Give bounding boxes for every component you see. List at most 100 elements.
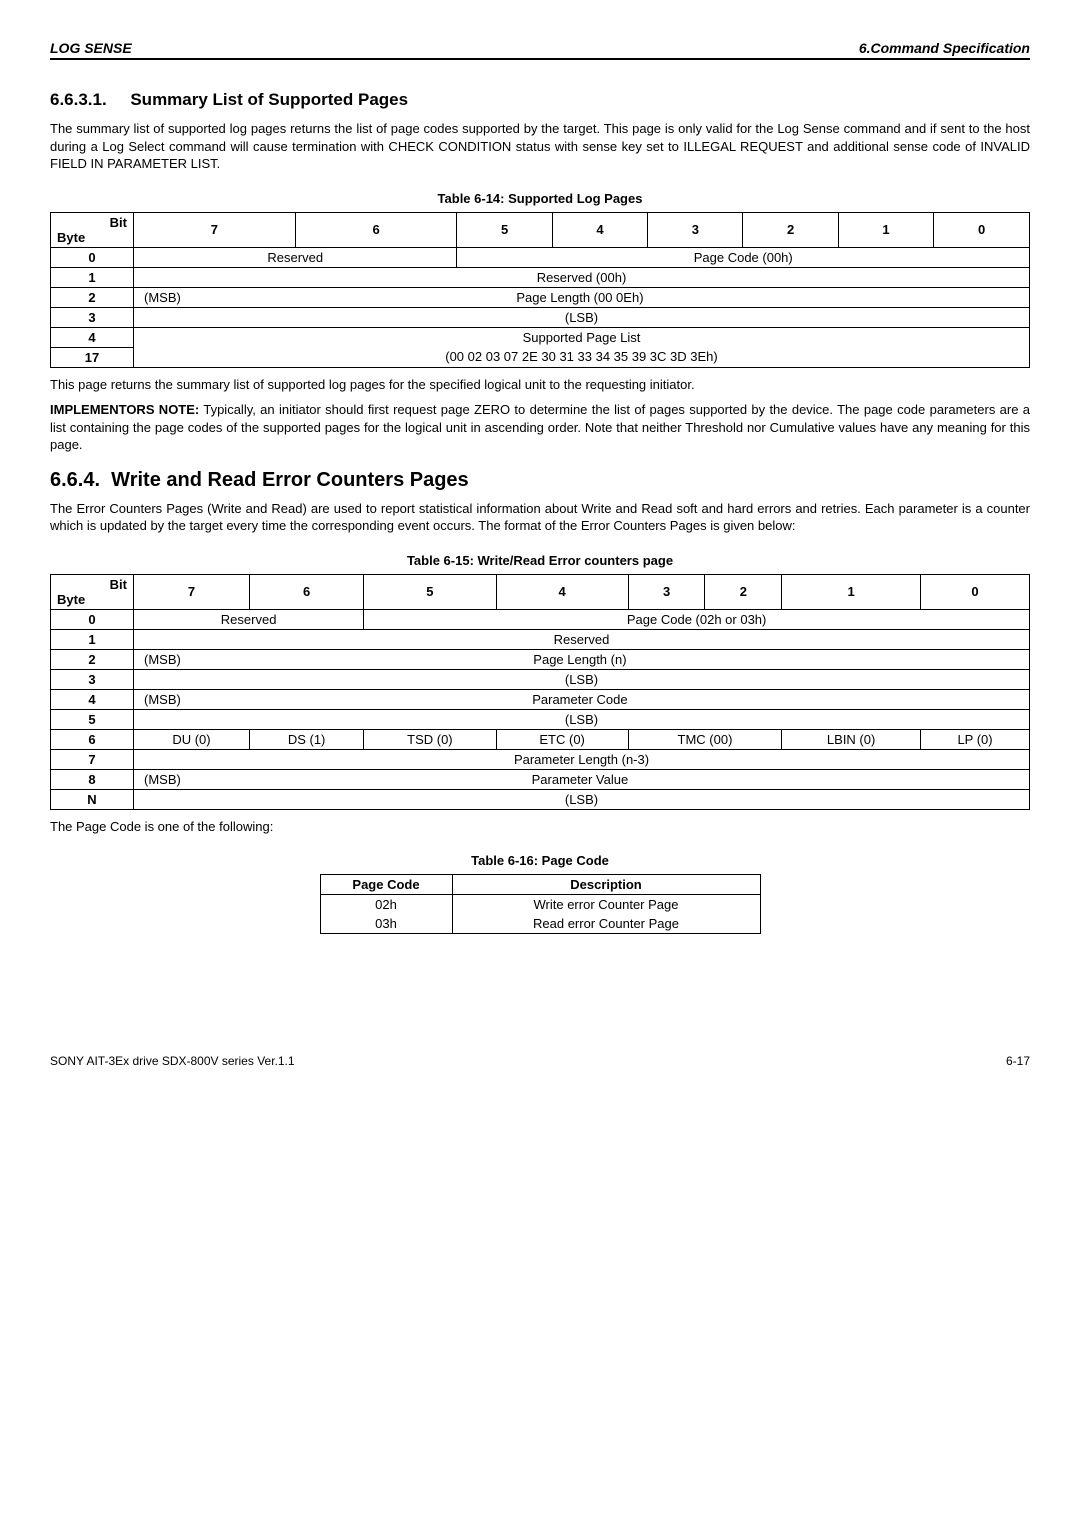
cell-lsb: (LSB) bbox=[134, 709, 1030, 729]
bit-6: 6 bbox=[295, 212, 457, 247]
table-row: 2 (MSB) Page Length (00 0Eh) bbox=[51, 287, 1030, 307]
table-row: 02h Write error Counter Page bbox=[320, 895, 760, 915]
cell-ds: DS (1) bbox=[249, 729, 363, 749]
bit-1: 1 bbox=[782, 574, 921, 609]
col-pagecode: Page Code bbox=[320, 875, 452, 895]
row-idx: 8 bbox=[51, 769, 134, 789]
cell-desc: Read error Counter Page bbox=[452, 914, 760, 934]
row-idx: 2 bbox=[51, 649, 134, 669]
table-6-16-caption: Table 6-16: Page Code bbox=[50, 853, 1030, 868]
cell-pagelength: (MSB) Page Length (n) bbox=[134, 649, 1030, 669]
row-idx: 1 bbox=[51, 267, 134, 287]
after-table1-text: This page returns the summary list of su… bbox=[50, 376, 1030, 394]
footer-right: 6-17 bbox=[1006, 1054, 1030, 1068]
cell-reserved: Reserved bbox=[134, 629, 1030, 649]
row-idx: 6 bbox=[51, 729, 134, 749]
table-row: 4 Supported Page List bbox=[51, 327, 1030, 347]
cell-paramvalue: (MSB) Parameter Value bbox=[134, 769, 1030, 789]
page-length-label: Page Length (00 0Eh) bbox=[181, 290, 979, 305]
header-left: LOG SENSE bbox=[50, 40, 132, 56]
section-number: 6.6.4. bbox=[50, 469, 100, 491]
cell-lsb: (LSB) bbox=[134, 307, 1030, 327]
cell-pagecode: Page Code (00h) bbox=[457, 247, 1030, 267]
table-row: 7 Parameter Length (n-3) bbox=[51, 749, 1030, 769]
msb-label: (MSB) bbox=[144, 652, 181, 667]
bit-3: 3 bbox=[628, 574, 705, 609]
section-heading: Summary List of Supported Pages bbox=[130, 90, 408, 109]
cell-tmc: TMC (00) bbox=[628, 729, 781, 749]
row-idx: 3 bbox=[51, 669, 134, 689]
row-idx: 5 bbox=[51, 709, 134, 729]
row-idx: 3 bbox=[51, 307, 134, 327]
section-664-para: The Error Counters Pages (Write and Read… bbox=[50, 500, 1030, 535]
cell-code: 02h bbox=[320, 895, 452, 915]
cell-supported: Supported Page List bbox=[134, 327, 1030, 347]
bit-4: 4 bbox=[496, 574, 628, 609]
row-idx: 0 bbox=[51, 247, 134, 267]
header-right: 6.Command Specification bbox=[859, 40, 1030, 56]
param-value-label: Parameter Value bbox=[181, 772, 979, 787]
bit-0: 0 bbox=[921, 574, 1030, 609]
row-idx: 17 bbox=[51, 347, 134, 367]
row-idx: 0 bbox=[51, 609, 134, 629]
cell-etc: ETC (0) bbox=[496, 729, 628, 749]
section-664-title: 6.6.4. Write and Read Error Counters Pag… bbox=[50, 469, 1030, 492]
bit-3: 3 bbox=[648, 212, 743, 247]
table-row: N (LSB) bbox=[51, 789, 1030, 809]
cell-du: DU (0) bbox=[134, 729, 250, 749]
cell-paramcode: (MSB) Parameter Code bbox=[134, 689, 1030, 709]
col-description: Description bbox=[452, 875, 760, 895]
bit-2: 2 bbox=[705, 574, 782, 609]
cell-reserved: Reserved bbox=[134, 609, 364, 629]
table-row: 3 (LSB) bbox=[51, 307, 1030, 327]
table-6-16: Page Code Description 02h Write error Co… bbox=[320, 874, 761, 934]
table-6-14-caption: Table 6-14: Supported Log Pages bbox=[50, 191, 1030, 206]
row-idx: N bbox=[51, 789, 134, 809]
cell-code: 03h bbox=[320, 914, 452, 934]
table-row: 0 Reserved Page Code (02h or 03h) bbox=[51, 609, 1030, 629]
table-6-15: Bit Byte 7 6 5 4 3 2 1 0 0 Reserved Page… bbox=[50, 574, 1030, 810]
cell-lp: LP (0) bbox=[921, 729, 1030, 749]
table-row: 3 (LSB) bbox=[51, 669, 1030, 689]
param-code-label: Parameter Code bbox=[181, 692, 979, 707]
bit-7: 7 bbox=[134, 212, 296, 247]
after-table2-text: The Page Code is one of the following: bbox=[50, 818, 1030, 836]
impl-note-label: IMPLEMENTORS NOTE: bbox=[50, 402, 199, 417]
cell-full: Reserved (00h) bbox=[134, 267, 1030, 287]
bit-5: 5 bbox=[457, 212, 552, 247]
cell-reserved: Reserved bbox=[134, 247, 457, 267]
cell-tsd: TSD (0) bbox=[364, 729, 496, 749]
cell-desc: Write error Counter Page bbox=[452, 895, 760, 915]
table-row: 8 (MSB) Parameter Value bbox=[51, 769, 1030, 789]
section-6631-para: The summary list of supported log pages … bbox=[50, 120, 1030, 173]
table-6-14: Bit Byte 7 6 5 4 3 2 1 0 0 Reserved Page… bbox=[50, 212, 1030, 368]
page-length-label: Page Length (n) bbox=[181, 652, 979, 667]
row-idx: 1 bbox=[51, 629, 134, 649]
cell-codes: (00 02 03 07 2E 30 31 33 34 35 39 3C 3D … bbox=[134, 347, 1030, 367]
page-footer: SONY AIT-3Ex drive SDX-800V series Ver.1… bbox=[50, 1054, 1030, 1068]
bit-1: 1 bbox=[838, 212, 933, 247]
cell-lsb: (LSB) bbox=[134, 669, 1030, 689]
bit-0: 0 bbox=[934, 212, 1030, 247]
section-number: 6.6.3.1. bbox=[50, 90, 107, 109]
table-row: 1 Reserved bbox=[51, 629, 1030, 649]
table-row: 17 (00 02 03 07 2E 30 31 33 34 35 39 3C … bbox=[51, 347, 1030, 367]
table-row: 2 (MSB) Page Length (n) bbox=[51, 649, 1030, 669]
cell-msb-pagelength: (MSB) Page Length (00 0Eh) bbox=[134, 287, 1030, 307]
table-row: 4 (MSB) Parameter Code bbox=[51, 689, 1030, 709]
msb-label: (MSB) bbox=[144, 772, 181, 787]
bit-6: 6 bbox=[249, 574, 363, 609]
table-row: 03h Read error Counter Page bbox=[320, 914, 760, 934]
bit-2: 2 bbox=[743, 212, 838, 247]
implementors-note: IMPLEMENTORS NOTE: Typically, an initiat… bbox=[50, 401, 1030, 454]
cell-lsb: (LSB) bbox=[134, 789, 1030, 809]
bit-4: 4 bbox=[552, 212, 647, 247]
row-idx: 7 bbox=[51, 749, 134, 769]
cell-lbin: LBIN (0) bbox=[782, 729, 921, 749]
bit-7: 7 bbox=[134, 574, 250, 609]
section-6631-title: 6.6.3.1. Summary List of Supported Pages bbox=[50, 90, 1030, 110]
row-idx: 4 bbox=[51, 689, 134, 709]
row-idx: 4 bbox=[51, 327, 134, 347]
table-row: 0 Reserved Page Code (00h) bbox=[51, 247, 1030, 267]
cell-pagecode: Page Code (02h or 03h) bbox=[364, 609, 1030, 629]
